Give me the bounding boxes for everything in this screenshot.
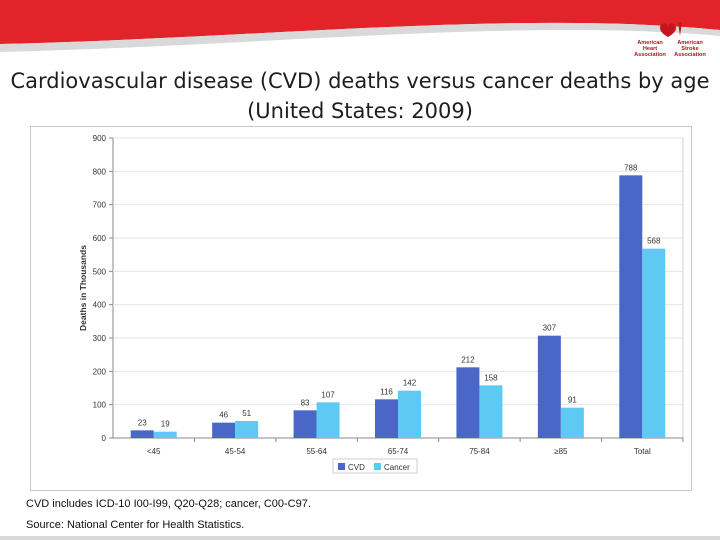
data-label-cvd: 46	[219, 411, 228, 420]
x-tick-label: ≥85	[554, 447, 568, 456]
y-tick-label: 500	[93, 267, 107, 276]
legend-swatch-cancer	[374, 463, 381, 470]
legend-swatch-cvd	[338, 463, 345, 470]
data-label-cvd: 788	[624, 163, 638, 172]
bar-cvd-0	[130, 430, 154, 438]
bar-cvd-2	[293, 410, 317, 438]
title-line-2: (United States: 2009)	[247, 99, 473, 123]
chart-panel: 0 100 200 300 400 500 600 700 800 900 Deaths in Th…	[30, 126, 692, 491]
legend-label-cvd: CVD	[348, 463, 365, 472]
y-tick-label: 200	[93, 367, 107, 376]
y-tick-label: 600	[93, 234, 107, 243]
x-tick-label: 65-74	[388, 447, 409, 456]
data-label-cvd: 307	[543, 324, 557, 333]
data-label-cancer: 91	[568, 396, 577, 405]
chart-footnote: CVD includes ICD-10 I00-I99, Q20-Q28; ca…	[26, 498, 311, 510]
bar-cvd-1	[212, 422, 236, 438]
aha-asa-logo: American Heart Association American Stro…	[628, 18, 714, 64]
data-label-cvd: 212	[461, 355, 475, 364]
title-line-1: Cardiovascular disease (CVD) deaths vers…	[10, 69, 710, 93]
logo-text-heart: American Heart Association	[634, 40, 666, 59]
y-tick-label: 700	[93, 201, 107, 210]
data-label-cvd: 116	[380, 387, 393, 396]
y-tick-label: 100	[93, 401, 107, 410]
bar-cancer-1	[235, 421, 259, 438]
y-tick-label: 300	[93, 334, 107, 343]
data-label-cancer: 19	[161, 420, 170, 429]
x-tick-label: Total	[634, 447, 651, 456]
data-label-cancer: 142	[403, 379, 417, 388]
y-tick-label: 400	[93, 301, 107, 310]
bar-cancer-2	[316, 402, 340, 438]
x-tick-label: <45	[147, 447, 161, 456]
y-tick-label: 800	[93, 167, 107, 176]
data-label-cancer: 107	[321, 390, 335, 399]
bar-cvd-4	[456, 367, 480, 438]
banner-red-swoosh	[0, 0, 720, 44]
data-label-cvd: 83	[301, 398, 310, 407]
y-tick-label: 0	[102, 434, 107, 443]
y-tick-label: 900	[93, 134, 107, 143]
y-axis-title: Deaths in Thousands	[78, 245, 88, 331]
bar-cvd-5	[537, 335, 561, 438]
data-label-cancer: 51	[242, 409, 251, 418]
header-banner	[0, 0, 720, 52]
bar-cvd-6	[619, 175, 643, 439]
bar-cancer-6	[642, 248, 666, 438]
bar-cancer-5	[560, 407, 584, 438]
chart-source: Source: National Center for Health Stati…	[26, 519, 245, 531]
data-label-cancer: 158	[484, 373, 498, 382]
x-tick-label: 75-84	[469, 447, 490, 456]
heart-torch-icon	[660, 22, 682, 37]
data-label-cvd: 23	[138, 418, 147, 427]
legend-label-cancer: Cancer	[384, 463, 410, 472]
banner-grey-swoosh	[0, 22, 720, 52]
bar-cancer-0	[153, 431, 177, 438]
bar-cancer-3	[398, 390, 421, 438]
logo-text-stroke: American Stroke Association	[674, 40, 706, 59]
bar-chart: 0 100 200 300 400 500 600 700 800 900 Deaths in Th…	[78, 134, 684, 474]
x-tick-label: 45-54	[225, 447, 246, 456]
data-label-cancer: 568	[647, 237, 661, 246]
x-tick-label: 55-64	[306, 447, 327, 456]
bar-cancer-4	[479, 385, 503, 438]
page-title: Cardiovascular disease (CVD) deaths vers…	[0, 66, 720, 126]
bar-cvd-3	[375, 399, 398, 438]
bottom-strip	[0, 536, 720, 540]
